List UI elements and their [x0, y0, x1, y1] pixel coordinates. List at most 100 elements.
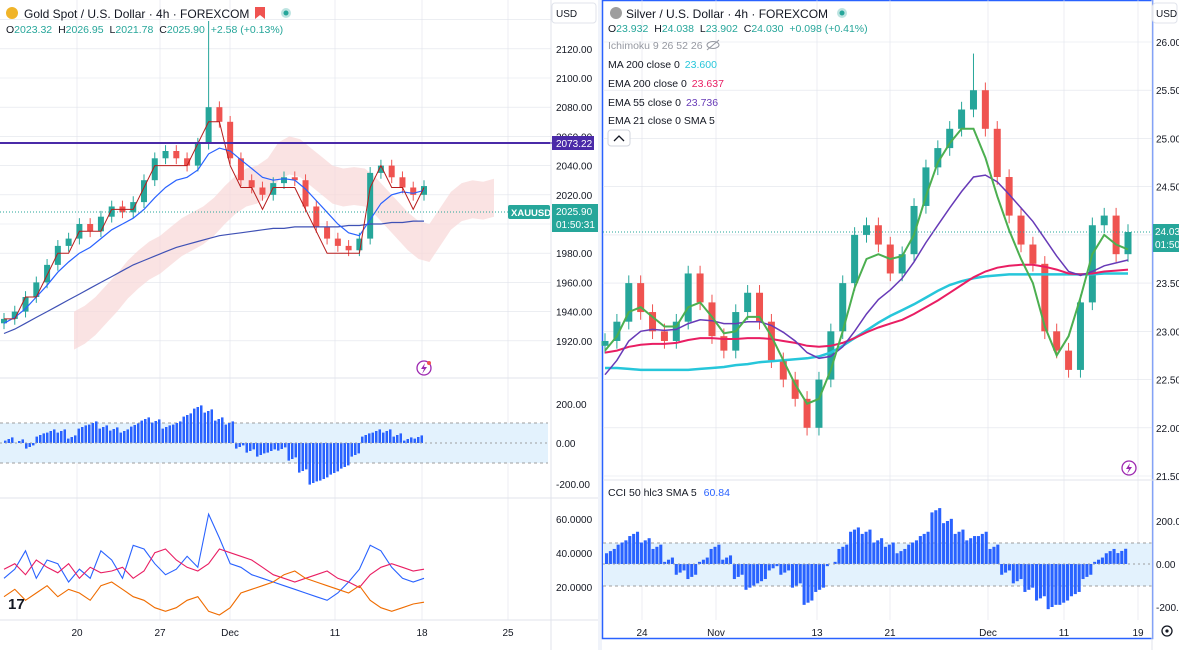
gold-osc1-bar — [242, 443, 245, 445]
gold-osc1-bar — [113, 429, 116, 443]
silver-price-tick: 21.50 — [1156, 472, 1179, 483]
gold-osc1-bar — [235, 443, 238, 449]
silver-cci-bar — [748, 564, 751, 588]
silver-candle — [875, 225, 882, 244]
tradingview-logo-icon[interactable]: 17 — [8, 596, 25, 613]
indicator-ema21[interactable]: EMA 21 close 0 SMA 5 — [608, 115, 715, 127]
collapse-legend-button[interactable] — [608, 130, 630, 146]
silver-candle — [994, 129, 1001, 177]
gold-osc1-bar — [71, 437, 74, 443]
silver-candle — [1101, 216, 1108, 226]
silver-price-tick: 23.00 — [1156, 327, 1179, 338]
silver-cci-bar — [1105, 553, 1108, 564]
silver-symbol-icon — [610, 7, 622, 19]
silver-last-price-text: 24.03 — [1155, 227, 1179, 238]
gold-price-tick: 1980.00 — [556, 249, 593, 260]
gold-candle — [163, 151, 169, 158]
gold-candle — [98, 217, 104, 232]
silver-cci-bar — [981, 534, 984, 564]
gold-osc1-bar — [393, 437, 396, 443]
gold-osc1-bar — [309, 443, 312, 485]
silver-cci-bar — [729, 555, 732, 564]
silver-cci-bar — [733, 564, 736, 579]
silver-candle — [661, 331, 668, 341]
silver-countdown-text: 01:50 — [1155, 240, 1179, 251]
silver-price-tick: 22.00 — [1156, 424, 1179, 435]
silver-currency-label: USD — [1156, 9, 1177, 20]
gold-osc1-bar — [333, 443, 336, 473]
gold-osc1-bar — [95, 421, 98, 443]
gold-osc1-bar — [137, 423, 140, 443]
silver-cci-bar — [958, 532, 961, 564]
gold-time-tick: Dec — [221, 628, 239, 639]
gold-osc1-bar — [155, 421, 158, 443]
silver-cci-bar — [1023, 564, 1026, 592]
pane-divider[interactable] — [598, 0, 602, 650]
silver-cci-bar — [1012, 564, 1015, 583]
silver-candle — [863, 225, 870, 235]
silver-cci-bar — [806, 564, 809, 603]
silver-cci-bar — [667, 560, 670, 564]
gold-osc1-bar — [179, 421, 182, 443]
gold-price-tick: 2020.00 — [556, 191, 593, 202]
gold-candle — [313, 206, 319, 226]
silver-candle — [815, 380, 822, 428]
gold-osc1-bar — [88, 425, 91, 443]
silver-cci-bar — [849, 532, 852, 564]
silver-price-tick: 26.00 — [1156, 38, 1179, 49]
gold-countdown-text: 01:50:31 — [556, 220, 595, 231]
gold-osc1-bar — [36, 437, 39, 443]
gold-osc1-bar — [92, 423, 95, 443]
gold-osc2-tick: 40.0000 — [556, 549, 593, 560]
gold-osc1-bar — [162, 429, 165, 443]
gold-osc1-bar — [410, 437, 413, 443]
silver-cci-bar — [717, 545, 720, 564]
silver-cci-bar — [985, 532, 988, 564]
gold-osc1-bar — [193, 409, 196, 443]
gold-hline-tag-text: 2073.22 — [556, 139, 593, 150]
silver-candle — [1065, 351, 1072, 370]
gold-osc1-bar — [312, 443, 315, 483]
silver-cci-bar — [880, 538, 883, 564]
silver-cci-bar — [915, 540, 918, 564]
silver-cci-bar — [787, 564, 790, 570]
gold-candle — [55, 246, 61, 265]
gold-candle — [324, 227, 330, 239]
silver-cci-bar — [772, 564, 775, 568]
gold-osc1-bar — [396, 435, 399, 443]
silver-cci-bar — [857, 527, 860, 564]
silver-price-tick: 25.50 — [1156, 86, 1179, 97]
silver-time-tick: 13 — [811, 628, 823, 639]
silver-candle — [958, 110, 965, 129]
gold-osc1-bar — [368, 433, 371, 443]
gold-symbol-header[interactable]: Gold Spot / U.S. Dollar · 4h · FOREXCOM — [6, 7, 291, 21]
silver-cci-bar — [888, 545, 891, 564]
gold-symbol-icon — [6, 7, 18, 19]
silver-cci-bar — [768, 564, 771, 570]
silver-cci-tick: 200.00 — [1156, 517, 1179, 528]
gold-osc1-bar — [186, 415, 189, 443]
silver-cci-bar — [1066, 564, 1069, 601]
silver-cci-bar — [1082, 564, 1085, 579]
indicator-ichimoku[interactable]: Ichimoku 9 26 52 26 — [608, 40, 703, 52]
silver-cci-bar — [713, 547, 716, 564]
silver-symbol-header[interactable]: Silver / U.S. Dollar · 4h · FOREXCOM — [610, 7, 847, 21]
silver-cci-bar — [1101, 558, 1104, 564]
silver-cci-bar — [636, 532, 639, 564]
gold-osc1-bar — [207, 411, 210, 443]
silver-cci-bar — [923, 534, 926, 564]
gold-osc2-tick: 20.0000 — [556, 583, 593, 594]
gold-osc1-bar — [151, 423, 154, 443]
silver-cci-bar — [884, 547, 887, 564]
gold-osc1-bar — [130, 427, 133, 443]
gold-candle — [173, 151, 179, 158]
silver-cci-bar — [1051, 564, 1054, 607]
gold-candle — [87, 224, 93, 231]
silver-cci-bar — [934, 510, 937, 564]
